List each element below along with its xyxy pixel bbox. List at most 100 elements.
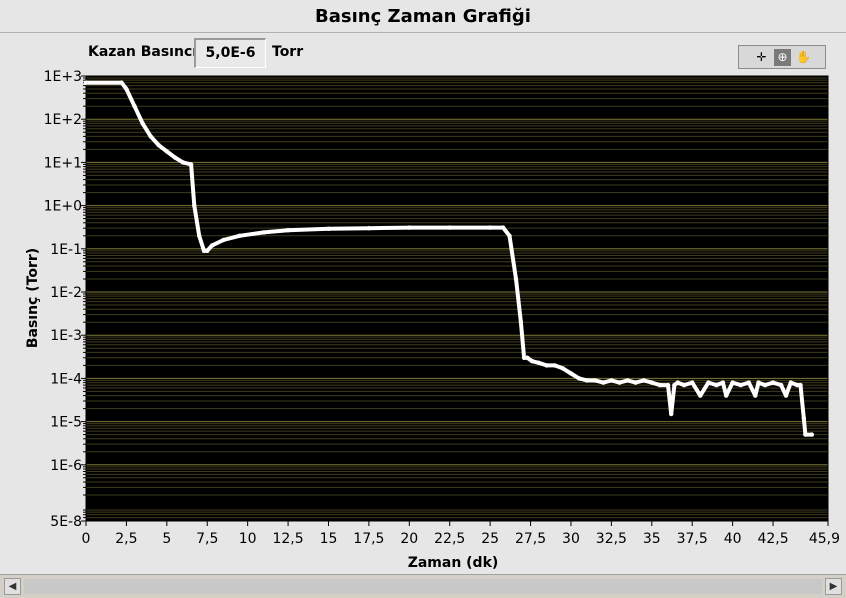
pressure-data-point [788, 380, 793, 385]
pressure-data-point [609, 378, 614, 383]
pressure-data-point [205, 248, 210, 253]
pressure-data-point [809, 432, 814, 437]
x-axis-label: Zaman (dk) [408, 555, 499, 571]
pressure-data-point [584, 378, 590, 383]
pressure-data-point [201, 248, 207, 253]
zoom-icon[interactable]: ⊕ [774, 49, 791, 66]
pressure-data-point [500, 225, 506, 230]
x-tick-label: 20 [400, 531, 418, 547]
pressure-data-point [593, 378, 598, 383]
pressure-data-point [798, 382, 803, 388]
pressure-data-point [617, 380, 622, 385]
x-tick-label: 40 [724, 531, 742, 547]
pressure-data-point [665, 382, 671, 388]
y-tick-label: 1E-3 [50, 328, 82, 344]
x-tick-label: 15 [320, 531, 338, 547]
pressure-data-point [536, 360, 541, 365]
pressure-data-point [326, 226, 331, 231]
pressure-data-point [669, 411, 674, 417]
pressure-data-point [633, 380, 638, 385]
y-tick-label: 1E-5 [50, 415, 82, 431]
x-tick-label: 0 [82, 531, 91, 547]
pressure-data-point [209, 243, 215, 248]
y-tick-label: 1E-1 [50, 242, 82, 258]
pressure-data-point [221, 237, 226, 243]
pressure-data-point [156, 143, 161, 148]
pressure-data-point [801, 416, 806, 421]
pressure-data-point [124, 86, 129, 92]
scroll-track[interactable] [24, 579, 822, 594]
pressure-data-point [172, 155, 178, 160]
pressure-data-point [518, 320, 524, 325]
pressure-data-point [237, 233, 242, 238]
x-tick-label: 2,5 [115, 531, 137, 547]
x-tick-label: 25 [481, 531, 499, 547]
pressure-data-point [197, 233, 202, 238]
pressure-data-point [770, 380, 776, 385]
pressure-data-point [447, 225, 452, 230]
pressure-data-point [576, 376, 582, 381]
pressure-data-point [690, 380, 695, 385]
y-axis-label: Basınç (Torr) [25, 248, 41, 348]
pressure-data-point [366, 226, 372, 231]
horizontal-scrollbar[interactable]: ◀ ▶ [0, 574, 846, 598]
pressure-data-point [641, 378, 646, 383]
pressure-data-point [778, 382, 784, 388]
x-tick-label: 5 [162, 531, 171, 547]
y-tick-label: 1E-2 [50, 285, 82, 301]
pressure-data-point [530, 359, 535, 364]
pressure-data-point [132, 104, 137, 109]
pressure-data-point [657, 382, 663, 388]
pressure-data-point [649, 380, 654, 385]
y-tick-label: 1E+2 [44, 112, 82, 128]
pressure-data-point [714, 382, 719, 388]
pressure-data-point [148, 134, 153, 139]
pressure-data-point [188, 162, 194, 167]
pressure-data-point [675, 380, 680, 385]
pressure-data-point [756, 380, 761, 385]
pressure-data-point [720, 380, 726, 385]
x-tick-label: 10 [239, 531, 257, 547]
x-tick-label: 17,5 [353, 531, 384, 547]
x-tick-label: 30 [562, 531, 580, 547]
hand-pan-icon[interactable]: ✋ [796, 50, 811, 64]
pressure-data-point [724, 393, 729, 398]
pressure-data-point [261, 230, 266, 235]
boiler-pressure-label: Kazan Basıncı [88, 44, 198, 60]
y-tick-label: 1E+3 [44, 69, 82, 85]
pressure-data-point [681, 382, 687, 388]
pressure-data-point [738, 382, 743, 388]
pressure-data-point [544, 363, 549, 368]
pressure-chart: 1E+3 1E+2 1E+1 1E+0 1E-1 1E-2 1E-3 1E-4 1E-5 1E-6… [25, 69, 840, 571]
x-tick-label: 27,5 [515, 531, 546, 547]
pressure-data-point [795, 382, 800, 388]
scroll-right-icon[interactable]: ▶ [825, 578, 842, 595]
x-tick-label: 45,9 [809, 531, 840, 547]
pressure-data-point [119, 80, 124, 85]
pressure-data-point [140, 121, 145, 126]
pressure-data-point [192, 203, 197, 208]
pressure-data-point [730, 380, 735, 385]
x-tick-label: 12,5 [272, 531, 303, 547]
y-tick-label: 1E+1 [44, 155, 82, 171]
crosshair-icon[interactable]: ✛ [756, 50, 767, 64]
pressure-data-point [560, 366, 566, 371]
pressure-data-point [525, 355, 530, 360]
pressure-data-point [625, 378, 630, 383]
scroll-left-icon[interactable]: ◀ [4, 578, 21, 595]
boiler-pressure-value[interactable]: 5,0E-6 [194, 38, 266, 68]
pressure-data-point [698, 393, 703, 398]
y-tick-label: 1E-4 [50, 371, 82, 387]
pressure-data-point [487, 225, 493, 230]
x-tick-label: 32,5 [596, 531, 627, 547]
x-tick-label: 35 [643, 531, 661, 547]
y-tick-label: 1E-6 [50, 458, 82, 474]
y-tick-label: 5E-8 [50, 514, 82, 530]
pressure-data-point [513, 276, 519, 282]
pressure-data-point [568, 371, 574, 376]
chart-title: Basınç Zaman Grafiği [315, 6, 531, 27]
pressure-data-point [762, 382, 768, 388]
pressure-data-point [83, 80, 89, 85]
pressure-data-point [407, 225, 412, 230]
y-tick-label: 1E+0 [44, 199, 82, 215]
